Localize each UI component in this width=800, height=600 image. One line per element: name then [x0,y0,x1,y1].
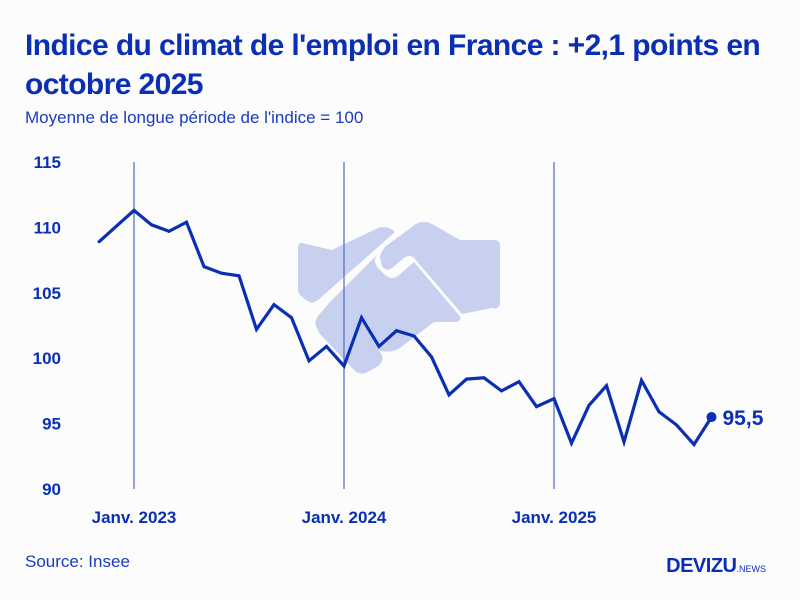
y-axis: 90 95 100 105 110 115 [33,153,61,499]
data-point [97,240,101,244]
data-point [552,397,556,401]
data-point [430,355,433,359]
data-point [465,377,468,381]
data-point [675,423,678,427]
data-point [342,364,346,368]
data-point [150,223,153,227]
brand-logo: DEVIZU.NEWS [666,555,766,578]
data-point [360,316,363,320]
data-point [290,316,293,320]
logo-main: DEVIZU [666,555,737,577]
last-point-marker [706,412,717,423]
series-points [97,208,713,447]
data-point [167,229,171,233]
data-point [605,384,608,388]
data-point [220,271,223,275]
x-axis: Janv. 2023 Janv. 2024 Janv. 2025 [92,508,597,527]
data-point [395,329,398,333]
y-tick-label: 100 [33,349,61,368]
y-tick-label: 110 [34,218,61,237]
data-point [535,405,538,409]
chart-subtitle: Moyenne de longue période de l'indice = … [25,108,364,127]
data-point [132,208,136,212]
data-point [640,378,643,382]
y-tick-label: 90 [42,480,61,499]
data-point [692,443,696,447]
data-point [377,344,381,348]
y-tick-label: 95 [42,415,61,434]
x-tick-label: Janv. 2025 [512,508,597,527]
data-point [500,389,503,393]
data-point [447,393,451,397]
chart-title: Indice du climat de l'emploi en France :… [25,29,761,101]
data-point [272,303,276,307]
y-tick-label: 105 [33,284,61,303]
data-point [255,327,258,331]
data-point [237,274,241,278]
data-point [325,344,328,348]
data-point [115,224,118,228]
y-tick-label: 115 [34,153,61,172]
x-tick-label: Janv. 2024 [302,508,387,527]
vertical-gridlines [133,162,555,489]
data-point [482,376,486,380]
logo-suffix: .NEWS [736,564,766,574]
data-point [622,440,626,444]
data-point [307,359,311,363]
data-point [412,334,416,338]
data-point [202,265,206,269]
data-point [185,220,188,224]
handshake-icon [298,222,500,374]
data-point [587,403,591,407]
last-value-label: 95,5 [723,407,764,430]
source-note: Source: Insee [25,552,130,571]
x-tick-label: Janv. 2023 [92,508,177,527]
data-point [570,441,573,445]
data-point [517,380,521,384]
series-line [97,208,713,448]
data-point [657,410,661,414]
